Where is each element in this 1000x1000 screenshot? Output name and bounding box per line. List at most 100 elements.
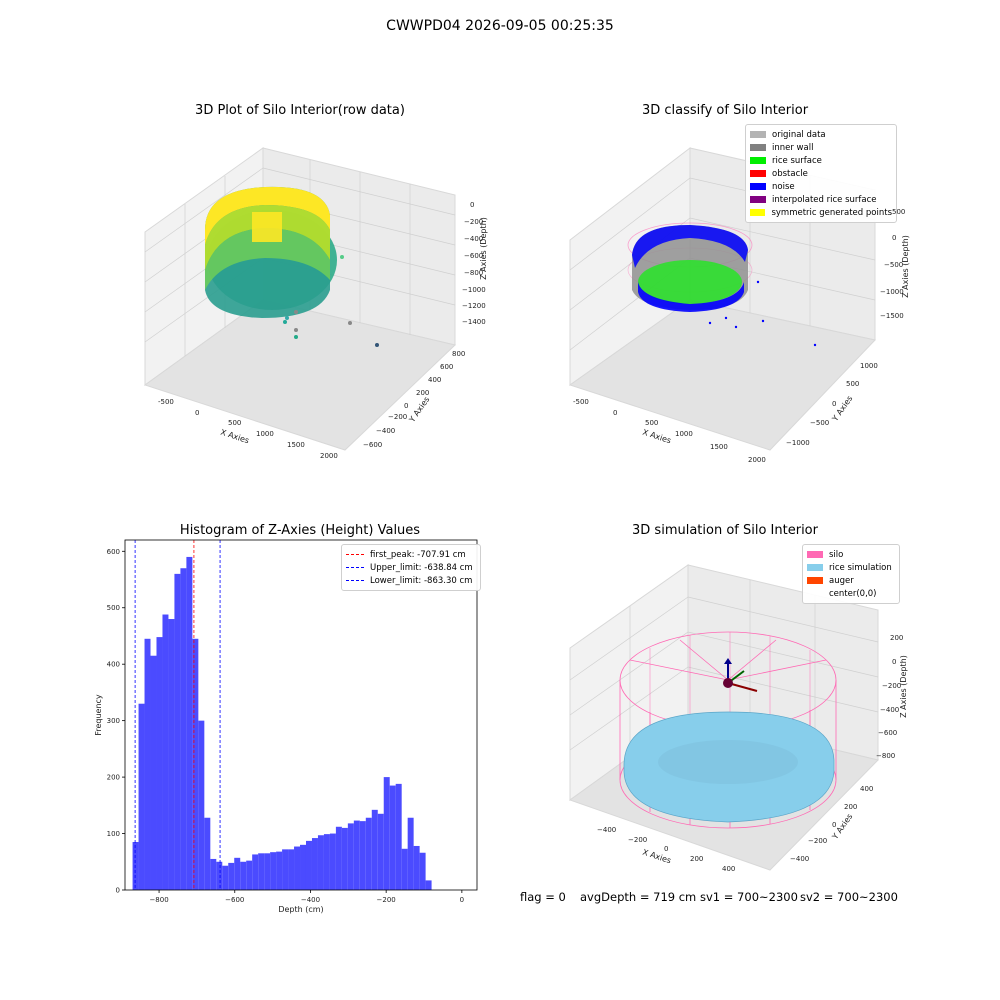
simulation-legend: silo rice simulation auger center(0,0) [802, 544, 900, 604]
histogram-bar [144, 638, 151, 890]
legend-item: rice surface [750, 154, 892, 167]
raw-xtick: 500 [228, 419, 242, 427]
legend-item: Lower_limit: -863.30 cm [346, 574, 476, 587]
x-tick-label: −800 [149, 896, 168, 904]
x-tick-label: −400 [301, 896, 320, 904]
classify-xtick: 500 [645, 419, 659, 427]
histogram-bar [210, 858, 217, 890]
simulation-ytick: −400 [790, 855, 810, 863]
raw-ytick: −400 [376, 427, 396, 435]
histogram-ylabel: Frequency [94, 694, 103, 736]
histogram-xlabel: Depth (cm) [278, 905, 323, 914]
raw-3d-plot [143, 147, 457, 451]
histogram-bar [341, 827, 348, 890]
histogram-bar [270, 852, 277, 890]
histogram-bar [240, 861, 247, 890]
histogram-bar [288, 849, 295, 890]
raw-ytick: 0 [404, 402, 409, 410]
legend-swatch [807, 577, 823, 584]
classify-ytick: −500 [810, 419, 830, 427]
histogram-bar [132, 842, 139, 890]
y-tick-label: 200 [107, 774, 120, 782]
histogram-bar [252, 854, 259, 890]
classify-legend: original data inner wall rice surface ob… [745, 124, 897, 223]
raw-ytick: 800 [452, 350, 466, 358]
histogram-bar [300, 844, 306, 890]
simulation-panel-title: 3D simulation of Silo Interior [632, 523, 818, 538]
simulation-3d-plot [568, 564, 879, 871]
simulation-xtick: 400 [722, 865, 736, 873]
simulation-ytick: 200 [844, 803, 858, 811]
legend-swatch [807, 564, 823, 571]
legend-item: silo [807, 548, 895, 561]
classify-ztick: 500 [892, 208, 906, 216]
y-tick-label: 100 [107, 830, 120, 838]
legend-swatch [807, 551, 823, 558]
legend-item: obstacle [750, 167, 892, 180]
histogram-bar [228, 862, 235, 890]
sv2-readout: sv2 = 700~2300 [800, 890, 898, 904]
legend-swatch [750, 183, 766, 190]
raw-ztick: −200 [464, 218, 484, 226]
legend-swatch [750, 196, 766, 203]
legend-item: rice simulation [807, 561, 895, 574]
simulation-xtick: −400 [597, 826, 617, 834]
classify-ztick: −500 [884, 261, 904, 269]
histogram-bar [192, 638, 199, 890]
histogram-bar [425, 880, 432, 890]
histogram-axes-frame [124, 539, 478, 891]
histogram-legend: first_peak: -707.91 cm Upper_limit: -638… [341, 544, 481, 591]
simulation-ytick: 0 [832, 821, 837, 829]
classify-ztick: −1000 [880, 288, 904, 296]
histogram-bar [216, 861, 223, 890]
legend-swatch [750, 209, 766, 216]
histogram-bar [180, 568, 187, 890]
simulation-ztick: 200 [890, 634, 904, 642]
histogram-bar [395, 783, 402, 890]
raw-ztick: −1000 [462, 286, 486, 294]
histogram-bar [264, 853, 271, 890]
legend-swatch [750, 144, 766, 151]
legend-swatch [750, 170, 766, 177]
histogram-bar [383, 777, 390, 890]
y-tick-label: 0 [116, 887, 120, 895]
sv1-readout: sv1 = 700~2300 [700, 890, 798, 904]
histogram-bar [156, 637, 163, 890]
classify-ytick: 1000 [860, 362, 878, 370]
simulation-xtick: −200 [628, 836, 648, 844]
legend-line [346, 580, 364, 581]
histogram-bar [323, 834, 330, 890]
simulation-ztick: −200 [882, 682, 902, 690]
raw-ytick: −600 [363, 441, 383, 449]
y-tick-label: 400 [107, 661, 120, 669]
avg-depth-readout: avgDepth = 719 cm [580, 890, 697, 904]
classify-ytick: 500 [846, 380, 860, 388]
raw-xtick: 1000 [256, 430, 274, 438]
classify-xtick: 2000 [748, 456, 766, 464]
raw-ztick: −400 [464, 235, 484, 243]
histogram-title: Histogram of Z-Axies (Height) Values [179, 523, 421, 538]
histogram-bar [186, 556, 193, 890]
histogram-bar [359, 821, 366, 890]
histogram-bar [329, 833, 336, 890]
simulation-xtick: 0 [664, 845, 669, 853]
raw-ztick: −1400 [462, 318, 486, 326]
histogram-bar [234, 857, 241, 890]
histogram-bar [371, 809, 378, 890]
histogram-bar [311, 838, 318, 890]
histogram-bar [419, 852, 426, 890]
histogram-bar [150, 655, 157, 890]
histogram-bar [353, 820, 360, 890]
histogram-bar [335, 826, 342, 890]
legend-item: inner wall [750, 141, 892, 154]
histogram-bar [282, 849, 289, 890]
legend-swatch [750, 157, 766, 164]
raw-ytick: 400 [428, 376, 442, 384]
histogram-bar [162, 614, 169, 890]
raw-xtick: 2000 [320, 452, 338, 460]
histogram-bar [246, 860, 253, 890]
legend-item: noise [750, 180, 892, 193]
histogram-bar [276, 851, 283, 890]
raw-xtick: -500 [158, 398, 174, 406]
x-tick-label: 0 [460, 896, 464, 904]
